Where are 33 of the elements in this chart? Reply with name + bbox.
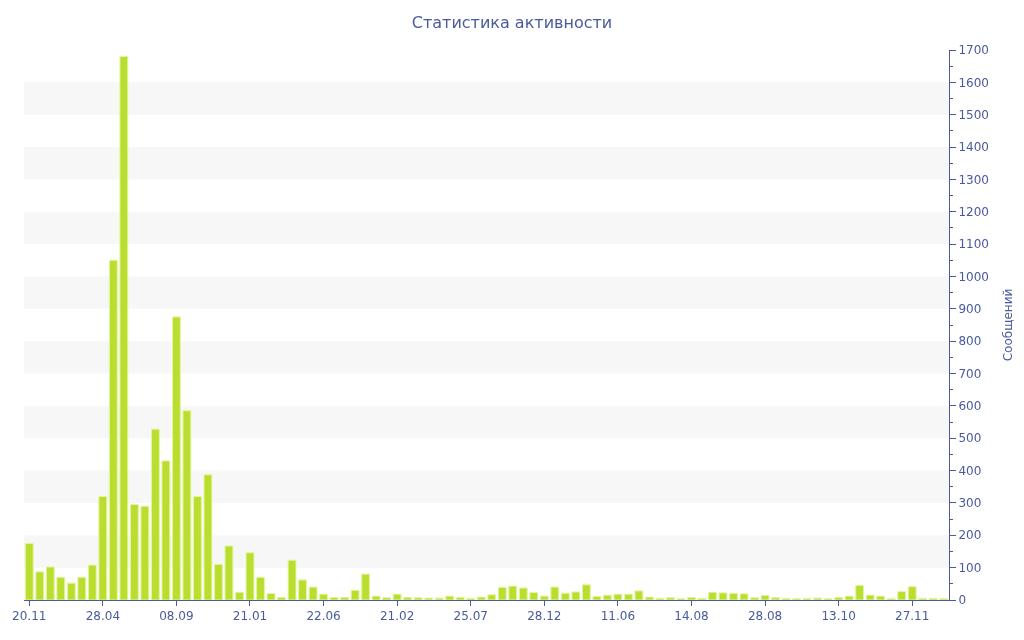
y-tick-label: 300: [958, 496, 982, 511]
x-tick-label: 21.02: [379, 609, 415, 624]
x-tick-label: 21.01: [232, 609, 268, 624]
y-axis-title: Сообщений: [1000, 288, 1015, 362]
y-tick-label: 1700: [958, 43, 989, 58]
y-tick-label: 900: [958, 302, 982, 317]
x-tick-label: 08.09: [159, 609, 194, 624]
y-tick-label: 600: [958, 399, 982, 414]
y-tick-label: 0: [958, 593, 967, 608]
y-tick-label: 500: [958, 431, 982, 446]
x-tick-label: 14.08: [674, 609, 709, 624]
y-tick-label: 700: [958, 366, 982, 381]
y-tick-label: 1000: [958, 269, 989, 284]
x-tick-label: 25.07: [453, 609, 488, 624]
chart-title: Статистика активности: [411, 13, 613, 32]
y-tick-label: 1200: [958, 204, 989, 219]
y-tick-label: 1300: [958, 172, 989, 187]
y-tick-label: 100: [958, 560, 982, 575]
x-tick-label: 28.04: [85, 609, 121, 624]
x-tick-label: 20.11: [12, 609, 47, 624]
y-tick-label: 200: [958, 528, 982, 543]
x-tick-label: 28.12: [527, 609, 562, 624]
x-tick-label: 22.06: [306, 609, 341, 624]
y-tick-label: 1400: [958, 140, 989, 155]
x-tick-label: 28.08: [747, 609, 783, 624]
x-tick-label: 11.06: [600, 609, 636, 624]
y-tick-label: 800: [958, 334, 982, 349]
y-tick-label: 1100: [958, 237, 989, 252]
y-tick-label: 1600: [958, 75, 989, 90]
x-tick-label: 13.10: [821, 609, 856, 624]
y-tick-label: 1500: [958, 107, 989, 122]
y-tick-label: 400: [958, 463, 982, 478]
x-tick-label: 27.11: [895, 609, 930, 624]
